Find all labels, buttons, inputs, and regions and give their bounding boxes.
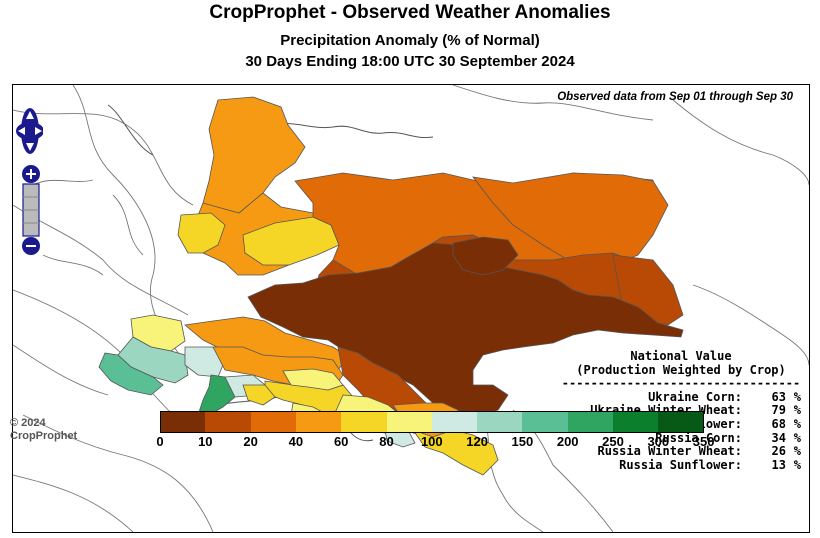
national-row-label: Russia Corn: (655, 430, 742, 445)
legend-tick-label: 300 (647, 434, 670, 449)
zoom-control[interactable] (20, 165, 42, 255)
national-row-unit: % (793, 416, 801, 431)
legend-tick-label: 120 (466, 434, 488, 449)
national-row-unit: % (793, 389, 801, 404)
pan-left-right-icon (16, 122, 44, 140)
region-darkbrown-north (452, 236, 519, 276)
national-row: Russia Winter Wheat: 26% (561, 444, 802, 459)
page-title: CropProphet - Observed Weather Anomalies (209, 2, 611, 23)
legend-tick-label: 20 (243, 434, 258, 449)
legend-tick-label: 60 (333, 434, 349, 449)
map-panel[interactable]: Observed data from Sep 01 through Sep 30… (12, 84, 810, 533)
legend-tick-label: 40 (288, 434, 304, 449)
observed-data-note: Observed data from Sep 01 through Sep 30 (557, 91, 793, 103)
national-row: Russia Corn: 34% (561, 430, 801, 446)
national-row-value: 63 (771, 389, 786, 404)
national-row-unit: % (793, 457, 801, 472)
copyright-year: © 2024 (10, 417, 46, 429)
map-subtitle: Precipitation Anomaly (% of Normal) (280, 32, 540, 49)
national-separator: --------------------------------- (561, 376, 801, 391)
legend-swatch (522, 411, 569, 433)
legend-border (160, 411, 704, 433)
national-row-unit: % (793, 430, 801, 445)
national-row-value: 68 (771, 416, 786, 431)
region-west-yellow-2 (242, 384, 276, 406)
legend-swatch (295, 411, 342, 433)
legend-tick-label: 350 (692, 434, 715, 449)
national-row-value: 34 (771, 430, 786, 445)
national-row-label: Ukraine Corn: (648, 389, 742, 404)
national-row-value: 13 (771, 457, 786, 472)
precipitation-map[interactable] (13, 85, 809, 532)
legend-swatch (613, 411, 659, 433)
national-row: Ukraine Corn: 63% (561, 389, 801, 405)
national-row-label: Russia Sunflower: (619, 457, 742, 472)
national-row-unit: % (793, 444, 801, 459)
legend-tick-label: 150 (511, 434, 534, 449)
legend-swatch (250, 411, 297, 433)
region-west-teal (98, 352, 164, 396)
national-row-unit: % (793, 403, 801, 418)
legend-swatch (160, 411, 206, 433)
legend-swatch (567, 411, 614, 433)
legend-tick-label: 0 (156, 434, 164, 449)
legend-swatch (386, 411, 433, 433)
anomaly-regions (98, 96, 684, 476)
legend-swatch (431, 411, 478, 433)
national-subheading: (Production Weighted by Crop) (576, 362, 786, 377)
national-row-label: Russia Winter Wheat: (597, 444, 743, 459)
legend-swatch (477, 411, 523, 433)
national-heading: National Value (630, 349, 732, 363)
legend-swatch (341, 411, 387, 433)
legend-tick-label: 250 (602, 434, 624, 449)
region-darkbrown-core (247, 242, 684, 416)
region-nw-yellow (242, 216, 340, 266)
copyright-brand: CropProphet (10, 430, 78, 442)
region-west-yellow (177, 212, 226, 254)
legend-swatch (205, 411, 252, 433)
legend-tick-label: 200 (556, 434, 579, 449)
legend-tick-label: 10 (198, 434, 213, 449)
legend-tick-label: 100 (420, 434, 443, 449)
national-row-value: 79 (771, 403, 786, 418)
region-north-orange (202, 96, 306, 216)
legend-tick-label: 80 (379, 434, 394, 449)
region-cs-lyellow (282, 368, 344, 391)
national-row-value: 26 (771, 444, 786, 459)
map-period: 30 Days Ending 18:00 UTC 30 September 20… (245, 53, 575, 70)
national-row: Russia Sunflower: 13% (561, 457, 801, 473)
copyright: © 2024 CropProphet (10, 417, 77, 443)
pan-control[interactable] (13, 105, 44, 157)
region-east-dorange (472, 172, 669, 266)
legend-swatch (658, 411, 705, 433)
